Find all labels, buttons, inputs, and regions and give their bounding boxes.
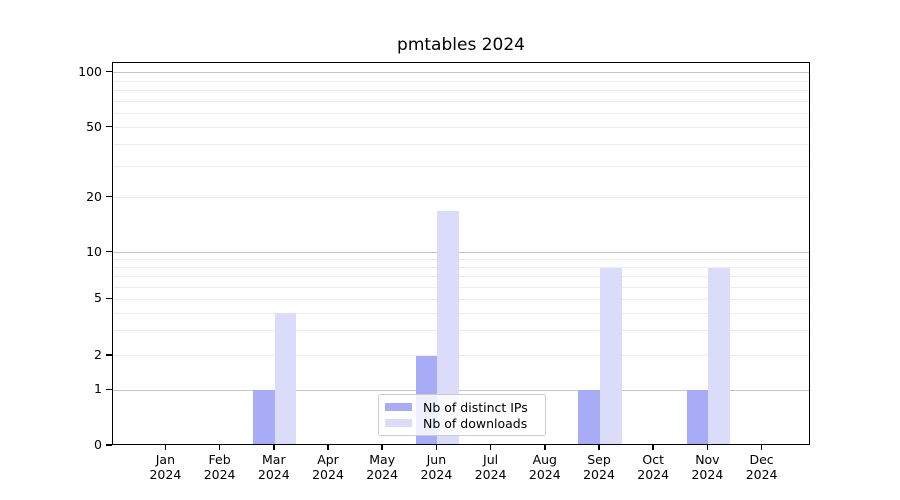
legend-item: Nb of downloads [385, 416, 538, 431]
gridline-minor [113, 286, 809, 288]
x-axis-tick [489, 445, 492, 450]
x-axis-tick [544, 445, 546, 450]
gridline-minor [113, 298, 809, 300]
x-axis-tick [760, 445, 763, 450]
y-axis-tick [106, 444, 112, 446]
gridline-minor [113, 112, 809, 114]
x-axis-tick [273, 445, 275, 450]
x-axis-tick [381, 445, 383, 450]
x-tick-label: Feb 2024 [203, 452, 236, 482]
gridline-minor [113, 276, 809, 278]
gridline-minor [113, 144, 809, 146]
gridline-minor [113, 259, 809, 261]
y-tick-label: 2 [94, 346, 102, 362]
legend-item: Nb of distinct IPs [385, 400, 538, 415]
bar-downloads [600, 267, 622, 445]
gridline-minor [113, 330, 809, 332]
x-tick-label: Aug 2024 [528, 452, 561, 482]
y-tick-label: 100 [78, 63, 102, 79]
bar-distinct-ips [578, 390, 600, 445]
x-axis-tick [598, 445, 600, 450]
x-axis-tick [435, 445, 438, 450]
x-tick-label: May 2024 [366, 452, 399, 482]
y-axis-tick [106, 354, 112, 356]
bar-distinct-ips [253, 390, 275, 445]
gridline-major [113, 72, 809, 74]
x-tick-label: Jul 2024 [474, 452, 507, 482]
legend-swatch [385, 403, 412, 411]
gridline-major [113, 252, 809, 254]
gridline-minor [113, 166, 809, 168]
y-axis-tick [106, 297, 112, 300]
x-tick-label: Dec 2024 [745, 452, 778, 482]
gridline-minor [113, 127, 809, 129]
y-axis-tick [106, 125, 112, 128]
legend-label: Nb of downloads [423, 415, 528, 431]
gridline-minor [113, 80, 809, 82]
gridline-major [113, 389, 809, 391]
legend-label: Nb of distinct IPs [423, 399, 528, 415]
x-axis-tick [164, 445, 167, 450]
legend: Nb of distinct IPs Nb of downloads [378, 394, 546, 436]
x-tick-label: Mar 2024 [257, 452, 290, 482]
gridline-minor [113, 267, 809, 269]
gridline-minor [113, 197, 809, 199]
gridline-minor [113, 355, 809, 357]
y-tick-label: 10 [86, 243, 102, 259]
x-axis-tick [652, 445, 654, 450]
bar-downloads [274, 313, 297, 445]
y-tick-label: 0 [94, 437, 102, 452]
chart-title: pmtables 2024 [397, 35, 525, 55]
x-tick-label: Sep 2024 [583, 452, 615, 482]
y-tick-label: 5 [94, 290, 102, 306]
x-tick-label: Nov 2024 [691, 452, 724, 482]
x-axis-tick [706, 445, 709, 450]
y-axis-tick [106, 70, 112, 73]
y-axis-tick [106, 195, 112, 198]
y-axis-tick [106, 388, 112, 391]
y-tick-label: 50 [86, 118, 102, 134]
y-axis-tick [106, 250, 112, 253]
x-tick-label: Jan 2024 [149, 452, 182, 482]
gridline-minor [113, 89, 809, 91]
y-tick-label: 20 [86, 188, 102, 204]
bar-downloads [437, 210, 460, 445]
gridline-minor [113, 312, 809, 314]
bar-downloads [708, 267, 731, 445]
x-tick-label: Apr 2024 [312, 452, 344, 482]
bar-distinct-ips [686, 390, 709, 445]
x-axis-tick [218, 445, 221, 450]
x-tick-label: Oct 2024 [637, 452, 670, 482]
plot-area [112, 62, 810, 445]
x-axis-tick [327, 445, 329, 450]
legend-swatch [385, 419, 412, 427]
gridline-minor [113, 100, 809, 102]
x-tick-label: Jun 2024 [420, 452, 453, 482]
y-tick-label: 1 [94, 381, 102, 397]
